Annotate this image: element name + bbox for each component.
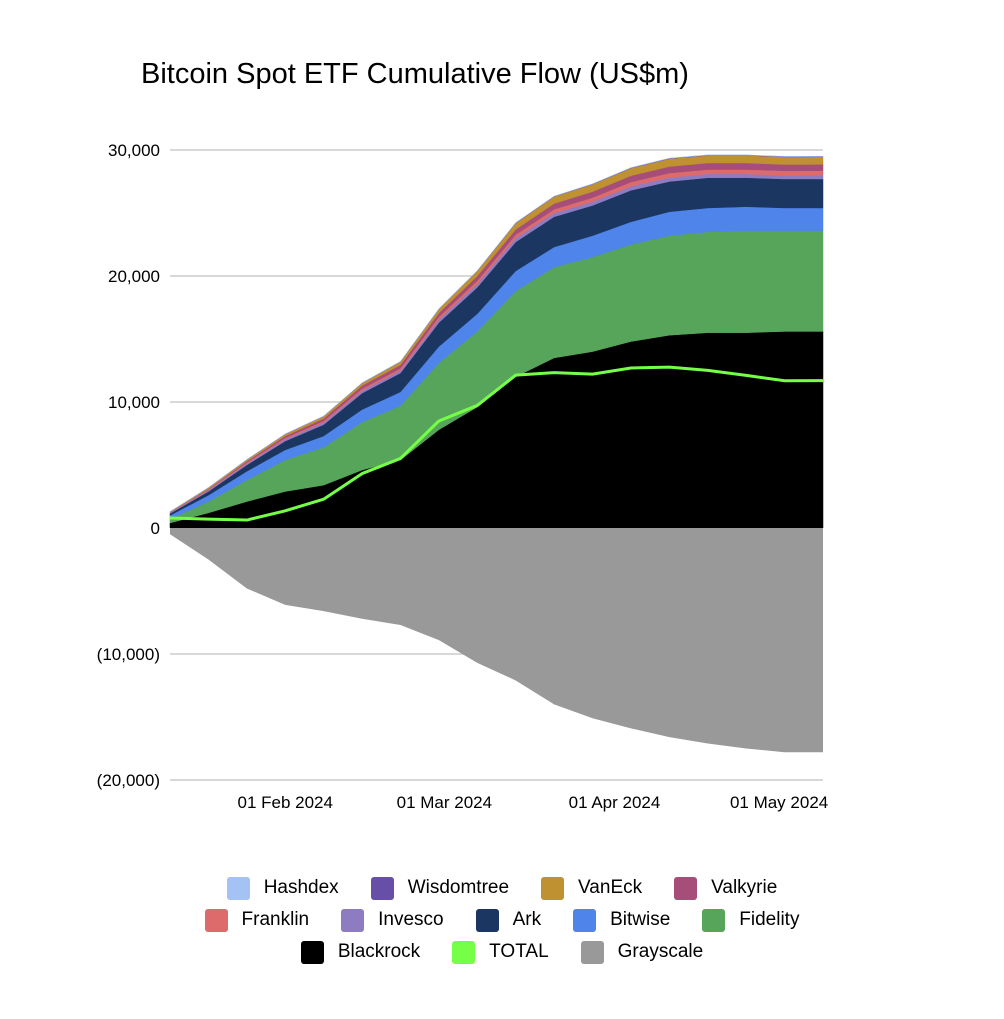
x-tick-label: 01 Apr 2024 [569,793,661,812]
legend-label: TOTAL [489,941,549,962]
line-total [169,365,824,522]
y-tick-label: 20,000 [108,267,160,286]
legend-swatch [370,876,394,900]
chart-title: Bitcoin Spot ETF Cumulative Flow (US$m) [141,58,689,90]
legend-item-hashdex: Hashdex [226,876,339,900]
area-hashdex [169,154,824,513]
legend-swatch [226,876,250,900]
legend-item-total: TOTAL [452,940,549,964]
legend-swatch [452,940,476,964]
plot-lines [169,365,824,522]
legend-swatch [300,940,324,964]
legend-swatch [475,908,499,932]
legend-swatch [573,908,597,932]
plot-areas [169,154,824,753]
legend-label: Valkyrie [711,877,778,898]
legend-item-blackrock: Blackrock [300,940,421,964]
x-tick-label: 01 Mar 2024 [397,793,492,812]
legend-swatch [580,940,604,964]
legend-item-wisdomtree: Wisdomtree [370,876,510,900]
x-tick-label: 01 May 2024 [730,793,828,812]
legend-row: Hashdex Wisdomtree VanEck Valkyrie [0,872,1004,904]
legend-item-vaneck: VanEck [541,876,643,900]
y-tick-label: (20,000) [97,771,160,790]
legend-label: Bitwise [610,909,671,930]
legend-label: Franklin [241,909,310,930]
legend: Hashdex Wisdomtree VanEck Valkyrie Franklin I… [0,872,1004,968]
legend-swatch [341,908,365,932]
legend-item-grayscale: Grayscale [580,940,704,964]
area-grayscale [170,528,823,753]
legend-swatch [204,908,228,932]
legend-item-invesco: Invesco [341,908,444,932]
y-tick-label: 30,000 [108,141,160,160]
legend-item-franklin: Franklin [204,908,310,932]
x-tick-label: 01 Feb 2024 [238,793,333,812]
legend-label: Invesco [378,909,444,930]
y-tick-label: 0 [151,519,160,538]
legend-swatch [674,876,698,900]
legend-item-valkyrie: Valkyrie [674,876,778,900]
legend-item-fidelity: Fidelity [702,908,800,932]
legend-label: Ark [512,909,542,930]
y-axis: 30,000 20,000 10,000 0 (10,000) (20,000) [97,141,160,790]
legend-label: Wisdomtree [407,877,510,898]
legend-label: Fidelity [739,909,800,930]
legend-label: VanEck [578,877,643,898]
legend-swatch [541,876,565,900]
legend-label: Grayscale [617,941,704,962]
y-tick-label: 10,000 [108,393,160,412]
y-tick-label: (10,000) [97,645,160,664]
legend-item-ark: Ark [475,908,542,932]
legend-row: Blackrock TOTAL Grayscale [0,936,1004,968]
legend-swatch [702,908,726,932]
legend-row: Franklin Invesco Ark Bitwise Fidelity [0,904,1004,936]
legend-label: Hashdex [263,877,339,898]
legend-item-bitwise: Bitwise [573,908,671,932]
x-axis: 01 Feb 2024 01 Mar 2024 01 Apr 2024 01 May … [238,793,829,812]
legend-label: Blackrock [337,941,421,962]
